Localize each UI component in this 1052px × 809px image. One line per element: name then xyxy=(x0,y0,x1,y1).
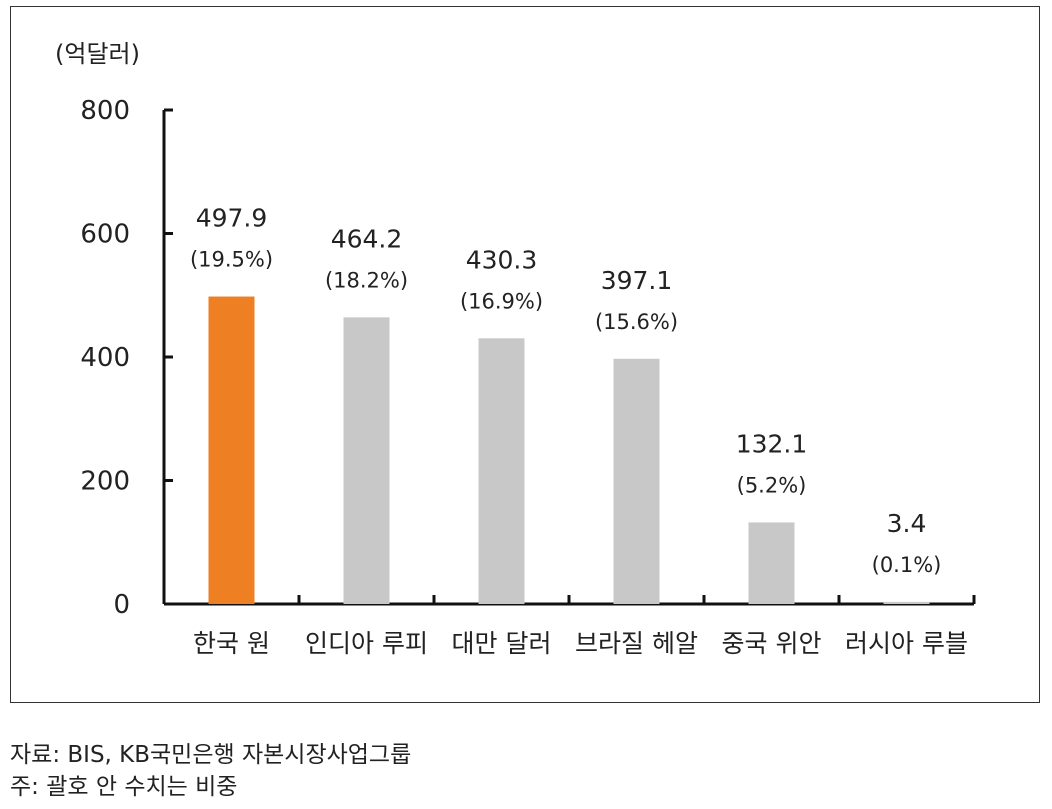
bar xyxy=(883,601,930,604)
x-tick-label: 인디아 루피 xyxy=(305,629,428,658)
y-tick-label: 400 xyxy=(80,343,130,373)
data-label-value: 132.1 xyxy=(736,429,808,458)
data-label-share: (16.9%) xyxy=(460,289,543,313)
x-tick-label: 중국 위안 xyxy=(722,629,822,658)
data-label-value: 497.9 xyxy=(196,204,268,233)
data-label-share: (19.5%) xyxy=(190,248,273,272)
bar-chart: (억달러) 0 200 400 600 800 한국 원 인디아 루피 대만 달러 브라질 헤… xyxy=(55,40,976,658)
data-label-value: 464.2 xyxy=(331,224,403,253)
y-tick-label: 0 xyxy=(113,590,130,620)
x-tick-label: 한국 원 xyxy=(193,629,270,658)
bar xyxy=(613,358,660,604)
data-label-value: 397.1 xyxy=(601,266,673,295)
x-tick-label: 러시아 루블 xyxy=(845,629,968,658)
bars xyxy=(208,296,930,604)
x-tick-label: 대만 달러 xyxy=(452,629,552,658)
source-note: 자료: BIS, KB국민은행 자본시장사업그룹 xyxy=(10,742,412,768)
footnote: 주: 괄호 안 수치는 비중 xyxy=(10,774,238,800)
y-tick-label: 600 xyxy=(80,220,130,250)
y-tick-label: 800 xyxy=(80,96,130,126)
data-label-value: 430.3 xyxy=(466,245,538,274)
bar xyxy=(208,296,255,604)
data-label-share: (18.2%) xyxy=(325,268,408,292)
bar xyxy=(343,317,390,604)
bar xyxy=(478,338,525,604)
y-axis: 0 200 400 600 800 xyxy=(80,96,173,620)
y-tick-label: 200 xyxy=(80,467,130,497)
data-label-share: (15.6%) xyxy=(595,310,678,334)
chart-frame: (억달러) 0 200 400 600 800 한국 원 인디아 루피 대만 달러 브라질 헤… xyxy=(10,6,1040,703)
x-tick-label: 브라질 헤알 xyxy=(575,629,698,658)
x-axis: 한국 원 인디아 루피 대만 달러 브라질 헤알 중국 위안 러시아 루블 xyxy=(162,595,976,658)
data-labels: 497.9 (19.5%) 464.2 (18.2%) 430.3 (16.9%) 397.… xyxy=(190,204,941,577)
y-axis-unit-label: (억달러) xyxy=(55,40,140,68)
bar xyxy=(748,522,795,604)
data-label-value: 3.4 xyxy=(887,509,927,538)
data-label-share: (5.2%) xyxy=(737,473,807,497)
data-label-share: (0.1%) xyxy=(872,553,942,577)
